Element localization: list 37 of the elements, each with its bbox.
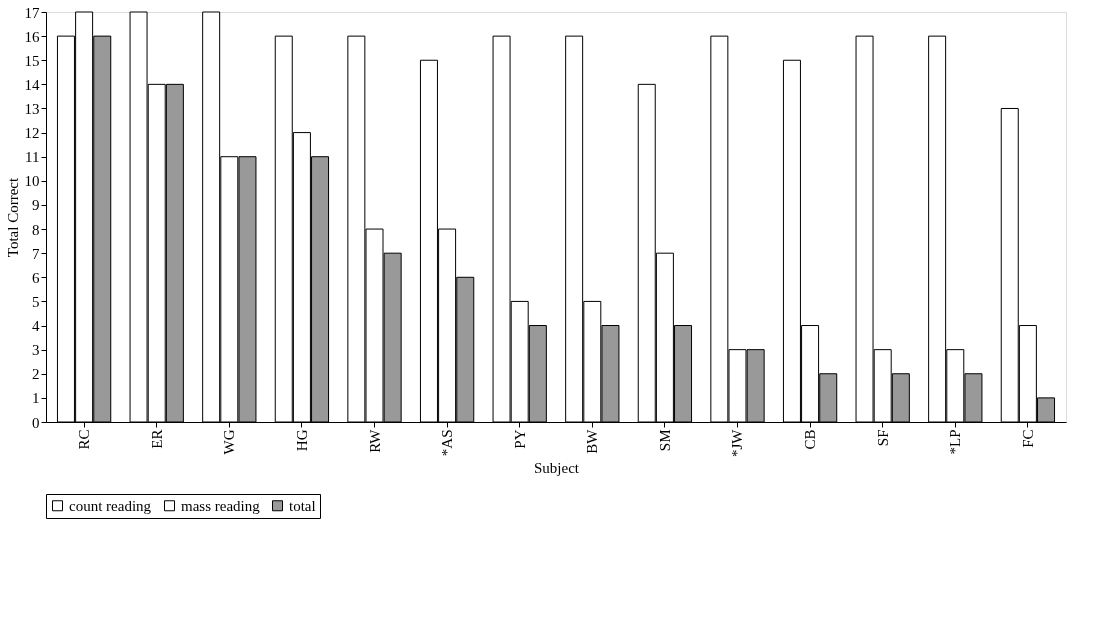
x-tick-label: CB [802,429,819,450]
x-tick-label: PY [511,429,528,449]
y-axis-title: Total Correct [4,177,21,258]
y-tick-label: 11 [25,149,40,166]
y-tick-label: 1 [32,390,40,407]
y-tick-label: 17 [24,4,40,21]
y-tick-label: 2 [32,366,40,383]
y-tick-label: 13 [24,100,40,117]
x-tick-label: SM [656,429,673,452]
x-tick-label: FC [1019,429,1036,448]
x-tick-label: ER [148,429,165,449]
x-tick-label: RC [76,429,93,450]
x-axis-title: Subject [534,460,580,476]
x-tick-label: *JW [729,428,746,457]
y-tick-label: 12 [24,125,40,142]
y-tick-label: 5 [32,293,40,310]
x-tick-label: WG [221,429,238,455]
y-tick-label: 10 [24,173,40,190]
x-tick-label: *AS [439,429,456,457]
y-tick-label: 4 [32,318,40,335]
x-tick-label: HG [293,429,310,452]
x-tick-label: SF [874,429,891,447]
x-tick-label: *LP [947,429,964,455]
legend-label: count reading [69,497,152,514]
y-tick-label: 9 [32,197,40,214]
legend-label: total [289,497,316,514]
y-tick-label: 7 [32,245,40,262]
legend-label: mass reading [181,497,261,514]
x-tick-label: RW [366,428,383,453]
y-tick-label: 16 [24,28,40,45]
y-tick-label: 3 [32,342,40,359]
y-tick-label: 15 [24,52,40,69]
y-tick-label: 8 [32,221,40,238]
y-tick-label: 14 [24,76,40,93]
y-tick-label: 0 [32,414,40,431]
y-tick-label: 6 [32,269,40,286]
x-tick-label: BW [584,428,601,454]
